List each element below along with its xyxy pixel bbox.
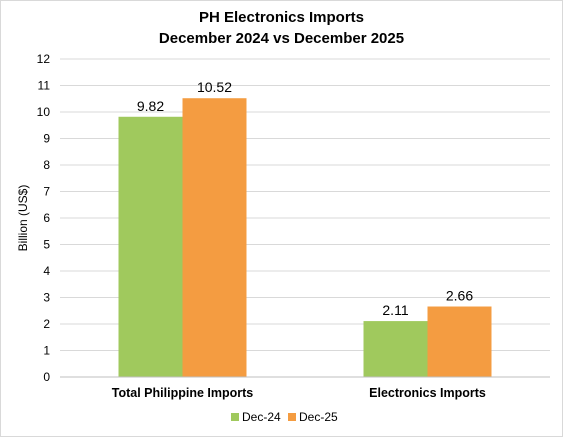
y-tick-label: 9: [43, 132, 50, 146]
bar-dec-25-1: [182, 98, 247, 377]
x-tick-label: Electronics Imports: [369, 386, 486, 400]
y-tick-label: 3: [43, 291, 50, 305]
data-label: 9.82: [137, 98, 164, 114]
data-label: 10.52: [197, 79, 232, 95]
y-tick-label: 7: [43, 185, 50, 199]
bar-dec-24-2: [363, 321, 428, 377]
y-tick-label: 10: [37, 105, 51, 119]
y-tick-label: 8: [43, 158, 50, 172]
data-label: 2.66: [446, 288, 473, 304]
bars: [118, 98, 492, 378]
data-label: 2.11: [382, 302, 408, 318]
x-axis-ticks: Total Philippine Imports Electronics Impo…: [112, 386, 486, 400]
y-tick-label: 4: [43, 264, 50, 278]
y-tick-label: 2: [43, 317, 50, 331]
legend-swatch-dec-24: [231, 413, 239, 421]
y-tick-label: 1: [43, 344, 50, 358]
bar-dec-25-2: [427, 306, 492, 377]
bar-dec-24-1: [118, 116, 183, 378]
y-tick-label: 12: [37, 52, 51, 66]
legend-swatch-dec-25: [288, 413, 296, 421]
chart-title: PH Electronics Imports: [199, 9, 364, 26]
y-tick-label: 6: [43, 211, 50, 225]
legend: Dec-24 Dec-25: [231, 410, 338, 424]
chart-subtitle: December 2024 vs December 2025: [159, 30, 404, 47]
y-tick-label: 11: [38, 79, 51, 93]
legend-label-dec-24: Dec-24: [242, 410, 281, 424]
data-labels: 9.82 10.52 2.11 2.66: [137, 79, 473, 318]
y-tick-label: 0: [43, 370, 50, 384]
x-tick-label: Total Philippine Imports: [112, 386, 253, 400]
y-tick-label: 5: [43, 238, 50, 252]
legend-label-dec-25: Dec-25: [299, 410, 338, 424]
y-axis-label: Billion (US$): [16, 185, 30, 252]
